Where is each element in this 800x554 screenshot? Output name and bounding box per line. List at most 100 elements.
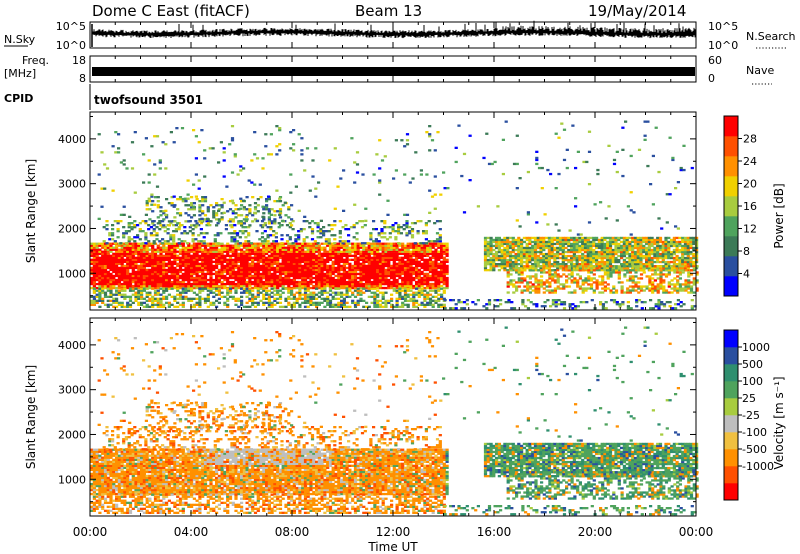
power-cell xyxy=(290,272,294,276)
power-cell xyxy=(152,228,156,231)
power-cell xyxy=(372,228,376,231)
power-cell xyxy=(387,260,391,263)
power-cell xyxy=(127,240,131,243)
power-cell xyxy=(190,224,194,227)
power-cell xyxy=(416,230,420,233)
power-cell xyxy=(340,291,344,294)
power-cell xyxy=(417,272,421,276)
power-cell xyxy=(112,276,116,280)
power-cell xyxy=(378,291,383,294)
power-cell xyxy=(259,278,263,282)
power-cell xyxy=(203,250,208,253)
power-cell xyxy=(256,262,260,265)
power-cell xyxy=(362,282,366,286)
power-cell xyxy=(115,252,119,255)
power-cell xyxy=(395,250,399,253)
power-cell xyxy=(434,244,438,247)
power-cell xyxy=(315,272,319,276)
power-cell xyxy=(281,256,285,259)
power-cell xyxy=(256,204,260,207)
power-cell xyxy=(284,276,288,280)
power-cell xyxy=(317,272,321,276)
power-cell xyxy=(331,260,335,263)
power-cell xyxy=(142,268,146,272)
power-cell xyxy=(303,278,308,282)
power-cell xyxy=(192,276,196,280)
power-cell xyxy=(115,264,119,268)
power-cell xyxy=(201,284,205,288)
power-cell xyxy=(262,287,266,290)
power-cell xyxy=(492,238,496,242)
power-cell xyxy=(209,278,213,282)
power-cell xyxy=(273,303,277,306)
power-cell xyxy=(153,278,158,282)
power-cell xyxy=(145,202,149,205)
power-cell xyxy=(167,284,171,288)
nave-tick-bottom: 0 xyxy=(708,72,715,85)
power-cell xyxy=(401,268,405,272)
power-cell xyxy=(570,248,574,252)
power-cell xyxy=(310,230,315,233)
power-cell xyxy=(165,216,169,219)
power-cell xyxy=(290,270,294,274)
power-cell xyxy=(312,286,316,290)
power-cell xyxy=(487,301,492,304)
power-cell xyxy=(112,258,116,261)
power-cell xyxy=(228,264,233,268)
power-cell xyxy=(145,284,149,288)
power-cell xyxy=(142,248,146,251)
power-cell xyxy=(231,276,235,280)
power-cell xyxy=(358,220,362,223)
power-cell xyxy=(353,278,358,282)
power-cell xyxy=(151,301,155,304)
power-cell xyxy=(620,240,624,244)
power-cell xyxy=(440,246,444,249)
power-cell xyxy=(592,267,596,270)
power-cell xyxy=(167,293,171,296)
power-cell xyxy=(140,250,144,253)
power-cell xyxy=(595,258,599,262)
power-cell xyxy=(98,272,102,276)
power-cell xyxy=(317,268,321,272)
power-cell xyxy=(542,258,546,262)
power-cell xyxy=(327,240,331,243)
power-cell xyxy=(437,280,441,284)
power-cell xyxy=(380,230,384,233)
power-cell xyxy=(234,287,238,290)
power-cell xyxy=(140,262,144,265)
power-cell xyxy=(592,240,596,244)
power-cell xyxy=(622,244,626,248)
power-cell xyxy=(192,272,196,276)
power-cell xyxy=(426,274,430,278)
power-cell xyxy=(348,276,352,280)
power-cell xyxy=(251,286,255,290)
power-cell xyxy=(506,269,510,272)
power-cell xyxy=(287,280,291,284)
power-cell xyxy=(595,254,599,258)
power-cell xyxy=(303,272,308,276)
power-cell xyxy=(209,262,213,265)
power-cell xyxy=(521,301,525,304)
power-cell xyxy=(101,291,105,294)
power-cell xyxy=(373,244,377,247)
power-cell xyxy=(489,263,493,266)
power-cell xyxy=(331,270,335,274)
power-cell xyxy=(128,262,133,265)
power-cell xyxy=(359,289,363,292)
power-cell xyxy=(217,218,221,221)
power-cell xyxy=(431,244,435,247)
power-cell xyxy=(376,246,380,249)
freq-label-line1: Freq. xyxy=(22,54,49,67)
power-cell xyxy=(674,303,678,306)
power-cell xyxy=(483,250,488,254)
power-cell xyxy=(120,295,124,298)
power-cell xyxy=(309,260,313,263)
power-cell xyxy=(495,263,499,266)
power-cell xyxy=(317,244,321,247)
power-cell xyxy=(153,284,158,288)
power-cell xyxy=(195,266,199,270)
power-cell xyxy=(500,258,504,262)
power-cell xyxy=(233,224,237,227)
power-cell xyxy=(267,250,271,253)
